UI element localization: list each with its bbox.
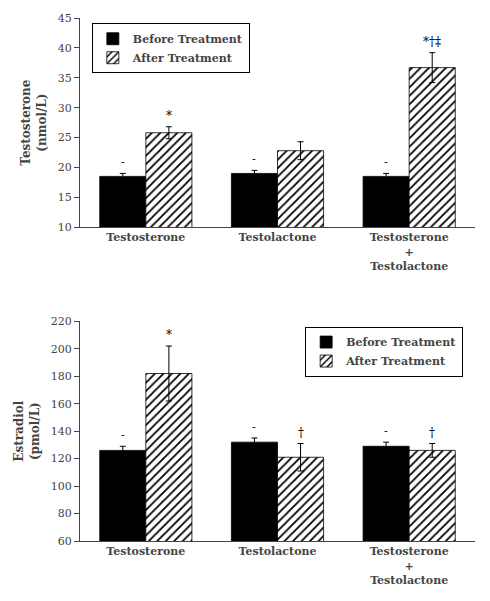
svg-text:Before Treatment: Before Treatment (133, 33, 243, 46)
svg-text:Testolactone: Testolactone (239, 231, 317, 244)
svg-text:180: 180 (51, 370, 72, 383)
svg-text:*†‡: *†‡ (423, 35, 441, 49)
svg-text:Testosterone(nmol/L): Testosterone(nmol/L) (19, 79, 49, 165)
svg-text:20: 20 (58, 161, 72, 174)
svg-text:35: 35 (58, 72, 72, 85)
svg-text:-: - (252, 153, 256, 166)
svg-text:-: - (121, 429, 125, 442)
svg-text:After Treatment: After Treatment (132, 52, 233, 65)
svg-text:Testosterone: Testosterone (106, 231, 185, 244)
svg-text:After Treatment: After Treatment (345, 355, 446, 368)
svg-text:-: - (384, 425, 388, 438)
svg-text:80: 80 (58, 507, 72, 520)
svg-text:220: 220 (51, 315, 72, 328)
svg-text:-: - (121, 156, 125, 169)
svg-text:*: * (166, 109, 172, 123)
svg-text:15: 15 (58, 191, 72, 204)
svg-text:200: 200 (51, 343, 72, 356)
svg-text:30: 30 (58, 102, 72, 115)
svg-text:Testosterone: Testosterone (106, 545, 185, 558)
svg-text:Before Treatment: Before Treatment (346, 336, 456, 349)
svg-text:100: 100 (51, 480, 72, 493)
svg-text:140: 140 (51, 425, 72, 438)
svg-text:Estradiol(pmol/L): Estradiol(pmol/L) (12, 400, 42, 461)
svg-text:40: 40 (58, 42, 72, 55)
svg-text:-: - (252, 421, 256, 434)
svg-text:45: 45 (58, 12, 72, 25)
svg-text:120: 120 (51, 452, 72, 465)
svg-text:10: 10 (58, 221, 72, 234)
svg-text:*: * (166, 328, 172, 342)
svg-text:160: 160 (51, 398, 72, 411)
svg-text:25: 25 (58, 131, 72, 144)
svg-text:60: 60 (58, 535, 72, 548)
svg-text:Testosterone+Testolactone: Testosterone+Testolactone (370, 545, 449, 587)
svg-text:†: † (429, 426, 435, 440)
svg-text:Testosterone+Testolactone: Testosterone+Testolactone (370, 231, 449, 273)
svg-text:Testolactone: Testolactone (239, 545, 317, 558)
svg-text:-: - (384, 156, 388, 169)
svg-text:†: † (298, 426, 304, 440)
